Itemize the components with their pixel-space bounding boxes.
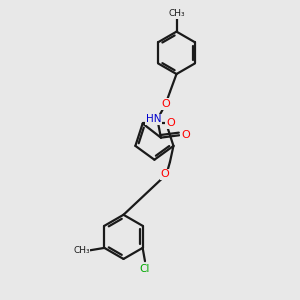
Text: O: O: [160, 169, 169, 179]
Text: CH₃: CH₃: [168, 9, 185, 18]
Text: CH₃: CH₃: [73, 246, 90, 255]
Text: O: O: [161, 99, 170, 109]
Text: HN: HN: [146, 114, 162, 124]
Text: O: O: [181, 130, 190, 140]
Text: Cl: Cl: [140, 263, 150, 274]
Text: O: O: [166, 118, 175, 128]
